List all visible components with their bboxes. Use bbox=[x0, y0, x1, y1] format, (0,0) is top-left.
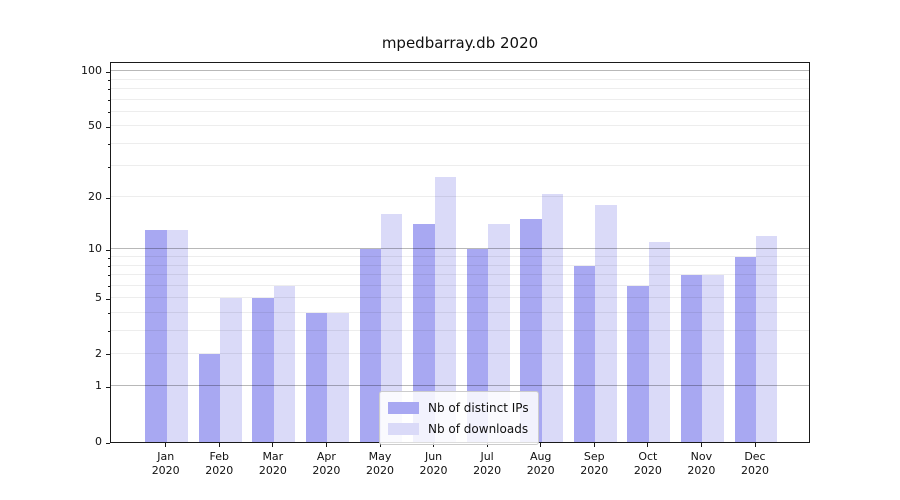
legend: Nb of distinct IPs Nb of downloads bbox=[379, 391, 539, 445]
bar-distinct-ips-aug bbox=[520, 219, 542, 442]
x-tick-label-mar: Mar 2020 bbox=[258, 450, 287, 477]
bar-downloads-jan bbox=[166, 230, 189, 442]
bar-downloads-jul bbox=[488, 224, 510, 442]
y-minor-tick-mark-40 bbox=[108, 144, 110, 146]
bar-downloads-jun bbox=[434, 177, 456, 442]
x-tick-mark-aug bbox=[540, 443, 542, 447]
y-tick-label-20: 20 bbox=[88, 190, 102, 204]
y-minor-tick-mark-90 bbox=[108, 80, 110, 82]
gridline-100 bbox=[111, 70, 809, 72]
y-minor-tick-mark-5 bbox=[108, 298, 110, 300]
bar-downloads-aug bbox=[541, 193, 564, 442]
y-tick-mark-100 bbox=[106, 71, 110, 73]
chart-title: mpedbarray.db 2020 bbox=[381, 34, 539, 52]
x-tick-label-sep: Sep 2020 bbox=[580, 450, 609, 477]
x-tick-label-may: May 2020 bbox=[365, 450, 394, 477]
bar-downloads-feb bbox=[220, 298, 242, 442]
x-tick-label-dec: Dec 2020 bbox=[740, 450, 769, 477]
y-minor-tick-mark-4 bbox=[108, 313, 110, 315]
x-tick-mark-nov bbox=[700, 443, 702, 447]
gridline-8 bbox=[111, 264, 809, 266]
bar-downloads-apr bbox=[327, 312, 349, 442]
y-minor-tick-mark-30 bbox=[108, 166, 110, 168]
y-tick-label-5: 5 bbox=[95, 291, 102, 304]
bar-downloads-may bbox=[380, 214, 403, 442]
x-tick-label-oct: Oct 2020 bbox=[633, 450, 662, 477]
gridline-10 bbox=[111, 248, 809, 250]
x-tick-mark-mar bbox=[272, 443, 274, 447]
bar-distinct-ips-oct bbox=[627, 285, 649, 442]
x-tick-mark-feb bbox=[218, 443, 220, 447]
bar-distinct-ips-sep bbox=[573, 265, 596, 442]
gridline-50 bbox=[111, 125, 809, 127]
x-tick-label-jun: Jun 2020 bbox=[419, 450, 448, 477]
x-tick-mark-may bbox=[379, 443, 381, 447]
gridline-9 bbox=[111, 256, 809, 257]
y-tick-mark-1 bbox=[106, 386, 110, 388]
y-tick-label-100: 100 bbox=[81, 64, 102, 78]
y-minor-tick-mark-80 bbox=[108, 89, 110, 91]
bar-distinct-ips-feb bbox=[198, 353, 221, 442]
y-minor-tick-mark-9 bbox=[108, 257, 110, 259]
gridline-20 bbox=[111, 196, 809, 198]
gridline-60 bbox=[111, 110, 809, 112]
gridline-30 bbox=[111, 165, 809, 167]
x-tick-label-aug: Aug 2020 bbox=[526, 450, 555, 477]
y-minor-tick-mark-6 bbox=[108, 286, 110, 288]
y-minor-tick-mark-60 bbox=[108, 112, 110, 114]
x-tick-label-nov: Nov 2020 bbox=[687, 450, 716, 477]
x-tick-label-feb: Feb 2020 bbox=[205, 450, 234, 477]
y-minor-tick-mark-8 bbox=[108, 266, 110, 267]
bar-downloads-oct bbox=[648, 242, 671, 442]
plot-area bbox=[110, 62, 810, 443]
y-tick-label-2: 2 bbox=[95, 346, 102, 360]
x-tick-mark-sep bbox=[593, 443, 595, 447]
x-tick-mark-dec bbox=[754, 443, 756, 447]
legend-label-downloads: Nb of downloads bbox=[428, 421, 529, 436]
y-minor-tick-mark-70 bbox=[108, 100, 110, 101]
bar-distinct-ips-apr bbox=[306, 312, 328, 442]
legend-item-distinct-ips: Nb of distinct IPs bbox=[388, 397, 529, 418]
bar-distinct-ips-jan bbox=[145, 230, 167, 442]
bar-distinct-ips-dec bbox=[734, 257, 756, 442]
gridline-40 bbox=[111, 142, 809, 144]
x-tick-mark-jan bbox=[165, 443, 167, 447]
x-tick-label-jul: Jul 2020 bbox=[473, 450, 502, 477]
bar-distinct-ips-nov bbox=[681, 274, 703, 442]
x-tick-mark-oct bbox=[647, 443, 649, 447]
bar-downloads-sep bbox=[595, 205, 617, 442]
x-tick-mark-jun bbox=[433, 443, 435, 447]
gridline-70 bbox=[111, 98, 809, 100]
y-minor-tick-mark-2 bbox=[108, 354, 110, 356]
y-minor-tick-mark-3 bbox=[108, 331, 110, 333]
bar-downloads-nov bbox=[702, 274, 724, 442]
bar-downloads-dec bbox=[755, 235, 778, 442]
bar-downloads-mar bbox=[273, 285, 296, 442]
legend-swatch-distinct-ips bbox=[388, 401, 419, 414]
y-tick-label-1: 1 bbox=[95, 379, 102, 393]
y-minor-tick-mark-20 bbox=[108, 197, 110, 199]
y-tick-label-50: 50 bbox=[88, 119, 102, 133]
y-minor-tick-mark-50 bbox=[108, 126, 110, 128]
legend-swatch-downloads bbox=[388, 422, 419, 435]
y-tick-label-0: 0 bbox=[95, 435, 102, 448]
gridline-90 bbox=[111, 78, 809, 80]
x-tick-label-apr: Apr 2020 bbox=[312, 450, 341, 477]
y-tick-mark-0 bbox=[106, 442, 110, 444]
x-tick-mark-jul bbox=[486, 443, 488, 447]
y-tick-label-10: 10 bbox=[88, 242, 102, 256]
bar-distinct-ips-jun bbox=[413, 224, 435, 442]
bar-distinct-ips-mar bbox=[252, 298, 274, 442]
bar-distinct-ips-may bbox=[359, 249, 381, 442]
y-minor-tick-mark-7 bbox=[108, 275, 110, 277]
x-tick-mark-apr bbox=[325, 443, 327, 447]
legend-label-distinct-ips: Nb of distinct IPs bbox=[428, 400, 529, 415]
gridline-80 bbox=[111, 87, 809, 89]
x-tick-label-jan: Jan 2020 bbox=[151, 450, 180, 477]
y-tick-mark-10 bbox=[106, 249, 110, 251]
legend-item-downloads: Nb of downloads bbox=[388, 418, 529, 439]
